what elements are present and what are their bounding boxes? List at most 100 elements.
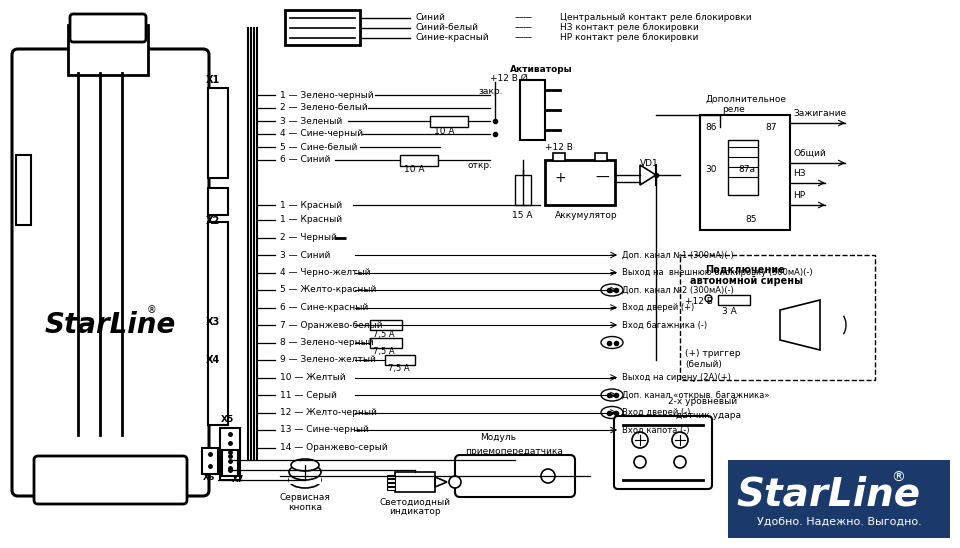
Text: 7,5 А: 7,5 А (373, 347, 395, 356)
Ellipse shape (634, 456, 646, 468)
Text: Доп. канал №1 (300мА)(-): Доп. канал №1 (300мА)(-) (622, 250, 733, 260)
Text: откр.: откр. (468, 161, 493, 169)
Text: VD1: VD1 (640, 158, 659, 168)
Text: 12 — Желто-черный: 12 — Желто-черный (280, 408, 377, 417)
Text: Модуль: Модуль (480, 433, 516, 442)
FancyBboxPatch shape (12, 49, 209, 496)
Text: Удобно. Надежно. Выгодно.: Удобно. Надежно. Выгодно. (756, 517, 922, 527)
Text: автономной сирены: автономной сирены (690, 276, 803, 286)
Text: 7,5 А: 7,5 А (373, 329, 395, 339)
Text: StarLine: StarLine (736, 476, 920, 514)
Text: 7,5 А: 7,5 А (388, 364, 410, 374)
Text: X6: X6 (203, 473, 215, 482)
Text: StarLine: StarLine (44, 311, 176, 339)
Text: индикатор: индикатор (389, 507, 441, 517)
Text: 9 — Зелено-желтый: 9 — Зелено-желтый (280, 356, 376, 364)
Text: +12 В: +12 В (685, 296, 713, 305)
Text: 10 А: 10 А (404, 165, 424, 174)
Bar (680, 255, 875, 380)
Bar (202, 448, 218, 474)
Bar (370, 320, 402, 330)
Text: Доп. канал «открыв. багажника»: Доп. канал «открыв. багажника» (622, 391, 770, 399)
Text: +: + (555, 171, 566, 185)
Text: —: — (595, 171, 609, 185)
Text: 3 — Синий: 3 — Синий (280, 250, 330, 260)
Text: 14 — Оранжево-серый: 14 — Оранжево-серый (280, 443, 388, 452)
Text: ——: —— (515, 33, 533, 43)
Text: 10 — Желтый: 10 — Желтый (280, 373, 346, 382)
Text: Вход дверей (+): Вход дверей (+) (622, 303, 694, 312)
Text: ——: —— (515, 14, 533, 22)
Ellipse shape (672, 432, 688, 448)
Text: X7: X7 (232, 476, 244, 484)
Text: 2 — Зелено-белый: 2 — Зелено-белый (280, 104, 368, 112)
Bar (545, 160, 615, 205)
Ellipse shape (291, 459, 319, 471)
Text: 87: 87 (765, 123, 777, 132)
Text: Выход на сирену (2А)(+): Выход на сирену (2А)(+) (622, 373, 731, 382)
Text: 85: 85 (745, 215, 756, 225)
Ellipse shape (289, 464, 321, 480)
Ellipse shape (601, 389, 623, 401)
Text: Доп. канал №2 (300мА)(-): Доп. канал №2 (300мА)(-) (622, 286, 733, 294)
Text: 1 — Красный: 1 — Красный (280, 201, 342, 209)
Text: 8 — Зелено-черный: 8 — Зелено-черный (280, 338, 373, 347)
Text: (белый): (белый) (685, 361, 722, 369)
Bar (515, 175, 531, 205)
Text: Общий: Общий (793, 149, 826, 157)
Bar (395, 472, 435, 492)
Text: НР контакт реле блокировки: НР контакт реле блокировки (560, 33, 698, 43)
Bar (289, 472, 321, 484)
Bar (220, 428, 240, 480)
Text: 13 — Сине-черный: 13 — Сине-черный (280, 425, 369, 435)
Text: 15 А: 15 А (512, 210, 533, 220)
Text: НР: НР (793, 191, 805, 199)
Ellipse shape (449, 476, 461, 488)
Text: (+) триггер: (+) триггер (685, 349, 740, 357)
Text: 87а: 87а (738, 165, 755, 174)
Ellipse shape (632, 432, 648, 448)
Text: X5: X5 (221, 415, 234, 425)
Text: Зажигание: Зажигание (793, 109, 846, 117)
Bar (385, 355, 415, 365)
FancyBboxPatch shape (614, 416, 712, 489)
Text: датчик удара: датчик удара (676, 410, 741, 420)
Text: Вход капота (-): Вход капота (-) (622, 425, 689, 435)
Bar (718, 295, 750, 305)
Text: ®: ® (147, 305, 156, 315)
Bar (387, 487, 395, 490)
Bar (400, 155, 438, 166)
Text: 4 — Черно-желтый: 4 — Черно-желтый (280, 268, 371, 277)
Text: Аккумулятор: Аккумулятор (555, 212, 617, 220)
Text: НЗ контакт реле блокировки: НЗ контакт реле блокировки (560, 24, 699, 32)
Text: Центральный контакт реле блокировки: Центральный контакт реле блокировки (560, 14, 752, 22)
FancyBboxPatch shape (34, 456, 187, 504)
Text: X4: X4 (206, 355, 220, 365)
Text: НЗ: НЗ (793, 168, 805, 178)
Ellipse shape (674, 456, 686, 468)
FancyBboxPatch shape (455, 455, 575, 497)
Text: Вход дверей (-): Вход дверей (-) (622, 408, 690, 417)
Text: Синий-белый: Синий-белый (415, 24, 478, 32)
Text: Выход на  внешнюю блокировку (300мА)(-): Выход на внешнюю блокировку (300мА)(-) (622, 268, 812, 277)
Bar (700, 115, 790, 230)
Text: 3 А: 3 А (722, 306, 736, 316)
Text: закр.: закр. (478, 87, 502, 95)
Bar (208, 88, 228, 178)
Text: Подключение: Подключение (705, 264, 785, 274)
Text: X1: X1 (206, 75, 220, 85)
Bar (208, 188, 228, 215)
Text: 10 А: 10 А (434, 127, 454, 135)
Text: ——: —— (515, 24, 533, 32)
Text: реле: реле (722, 105, 745, 113)
Ellipse shape (541, 469, 555, 483)
Bar (430, 116, 468, 127)
Text: приемопередатчика: приемопередатчика (465, 447, 563, 455)
Bar (16, 155, 31, 225)
Text: Светодиодный: Светодиодный (379, 498, 450, 506)
Text: Синие-красный: Синие-красный (415, 33, 489, 43)
Text: 30: 30 (705, 165, 716, 174)
Bar (208, 222, 228, 425)
Text: 6 — Сине-красный: 6 — Сине-красный (280, 303, 369, 312)
Text: Сервисная: Сервисная (279, 493, 330, 501)
